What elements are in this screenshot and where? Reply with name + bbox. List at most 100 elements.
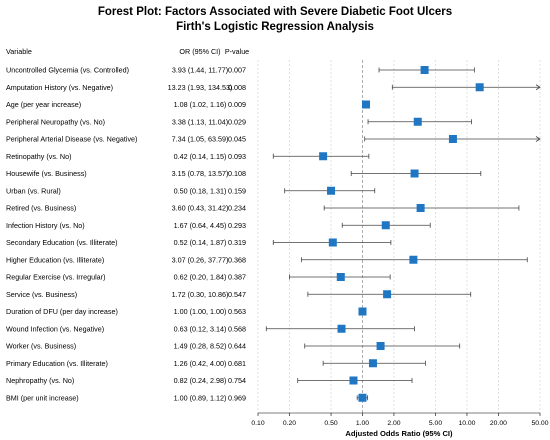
row-p-value: 0.009: [228, 100, 246, 109]
or-marker: [381, 221, 390, 230]
or-marker: [337, 324, 346, 333]
row-variable: Secondary Education (vs. Illiterate): [6, 238, 117, 247]
x-tick-label: 50.00: [531, 420, 548, 427]
or-marker: [448, 135, 457, 143]
row-variable: Retinopathy (vs. No): [6, 152, 72, 161]
row-p-value: 0.644: [228, 342, 246, 351]
table-row: Retired (vs. Business) 3.60 (0.43, 31.42)…: [6, 204, 520, 213]
table-row: BMI (per unit increase) 1.00 (0.89, 1.12)…: [6, 393, 369, 402]
row-or-ci: 7.34 (1.05, 63.59): [172, 135, 229, 144]
or-marker: [358, 393, 367, 402]
table-row: Service (vs. Business) 1.72 (0.30, 10.86)…: [6, 290, 472, 299]
x-tick-label: 5.00: [429, 420, 442, 427]
chart-title: Forest Plot: Factors Associated with Sev…: [98, 6, 452, 18]
header-variable: Variable: [6, 47, 32, 56]
row-p-value: 0.568: [228, 324, 246, 333]
row-variable: Wound Infection (vs. Negative): [6, 324, 104, 333]
row-or-ci: 1.00 (1.00, 1.00): [174, 307, 227, 316]
row-p-value: 0.108: [228, 169, 246, 178]
row-or-ci: 1.08 (1.02, 1.16): [174, 100, 227, 109]
row-p-value: 0.754: [228, 376, 246, 385]
row-p-value: 0.159: [228, 186, 246, 195]
or-marker: [349, 376, 358, 385]
table-row: Age (per year increase) 1.08 (1.02, 1.16)…: [6, 100, 370, 109]
row-variable: Housewife (vs. Business): [6, 169, 87, 178]
row-or-ci: 3.07 (0.26, 37.77): [172, 255, 229, 264]
or-marker: [376, 342, 385, 350]
table-row: Wound Infection (vs. Negative) 0.63 (0.12…: [6, 324, 415, 333]
x-tick-label: 0.10: [251, 420, 264, 427]
row-or-ci: 0.42 (0.14, 1.15): [174, 152, 227, 161]
or-marker: [336, 273, 345, 281]
row-variable: Service (vs. Business): [6, 290, 77, 299]
table-row: Amputation History (vs. Negative) 13.23 (…: [6, 83, 541, 92]
row-p-value: 0.293: [228, 221, 246, 230]
table-row: Nephropathy (vs. No) 0.82 (0.24, 2.98) 0.7…: [6, 376, 413, 385]
row-p-value: 0.234: [228, 204, 246, 213]
row-p-value: 0.563: [228, 307, 246, 316]
or-marker: [413, 117, 422, 126]
table-row: Primary Education (vs. Illiterate) 1.26 (…: [6, 359, 426, 368]
row-variable: Amputation History (vs. Negative): [6, 83, 113, 92]
table-row: Peripheral Arterial Disease (vs. Negativ…: [6, 135, 541, 144]
or-marker: [327, 186, 336, 195]
row-variable: Regular Exercise (vs. Irregular): [6, 273, 105, 282]
or-marker: [416, 204, 425, 212]
chart-subtitle: Firth's Logistic Regression Analysis: [176, 21, 374, 33]
ci-arrow: [535, 84, 541, 91]
row-or-ci: 3.15 (0.78, 13.57): [172, 169, 229, 178]
row-p-value: 0.045: [228, 135, 246, 144]
row-p-value: 0.547: [228, 290, 246, 299]
row-variable: Urban (vs. Rural): [6, 186, 61, 195]
table-row: Infection History (vs. No) 1.67 (0.64, 4.…: [6, 221, 431, 230]
row-or-ci: 1.26 (0.42, 4.00): [174, 359, 227, 368]
row-variable: Peripheral Arterial Disease (vs. Negativ…: [6, 135, 137, 144]
or-marker: [328, 238, 337, 247]
row-variable: Primary Education (vs. Illiterate): [6, 359, 108, 368]
row-or-ci: 1.67 (0.64, 4.45): [174, 221, 227, 230]
row-p-value: 0.029: [228, 117, 246, 126]
gridlines: [257, 60, 541, 413]
x-axis-ticks: 0.10 0.20 0.50 1.00 2.00 5.00 10.00 20.00 50.00: [251, 413, 549, 427]
or-marker: [361, 100, 370, 109]
table-row: Higher Education (vs. Illiterate) 3.07 (0…: [6, 255, 528, 264]
x-tick-label: 2.00: [387, 420, 400, 427]
or-marker: [383, 290, 392, 299]
row-or-ci: 1.72 (0.30, 10.86): [172, 290, 229, 299]
header-p-value: P-value: [225, 47, 249, 56]
row-p-value: 0.969: [228, 393, 246, 402]
table-row: Regular Exercise (vs. Irregular) 0.62 (0.…: [6, 273, 391, 282]
table-row: Uncontrolled Glycemia (vs. Controlled) 3.…: [6, 66, 475, 75]
row-p-value: 0.008: [228, 83, 246, 92]
or-marker: [409, 255, 418, 264]
table-row: Urban (vs. Rural) 0.50 (0.18, 1.31) 0.159: [6, 186, 376, 195]
table-row: Secondary Education (vs. Illiterate) 0.52…: [6, 238, 392, 247]
or-marker: [475, 83, 484, 92]
row-variable: Uncontrolled Glycemia (vs. Controlled): [6, 66, 129, 75]
row-or-ci: 3.38 (1.13, 11.04): [172, 117, 228, 126]
row-or-ci: 1.00 (0.89, 1.12): [174, 393, 227, 402]
rows: Uncontrolled Glycemia (vs. Controlled) 3.…: [6, 66, 541, 402]
row-or-ci: 0.62 (0.20, 1.84): [174, 273, 227, 282]
row-variable: Higher Education (vs. Illiterate): [6, 255, 104, 264]
or-marker: [410, 169, 419, 178]
row-or-ci: 3.93 (1.44, 11.77): [172, 66, 228, 75]
or-marker: [358, 307, 367, 316]
row-variable: Peripheral Neuropathy (vs. No): [6, 117, 105, 126]
row-or-ci: 0.50 (0.18, 1.31): [174, 186, 227, 195]
table-row: Worker (vs. Business) 1.49 (0.28, 8.52) 0.…: [6, 342, 461, 351]
table-row: Retinopathy (vs. No) 0.42 (0.14, 1.15) 0.0…: [6, 152, 370, 161]
x-tick-label: 0.20: [283, 420, 296, 427]
row-or-ci: 0.82 (0.24, 2.98): [174, 376, 227, 385]
row-or-ci: 13.23 (1.93, 134.53): [168, 83, 233, 92]
ci-arrow: [535, 136, 541, 142]
row-p-value: 0.093: [228, 152, 246, 161]
or-marker: [420, 66, 429, 74]
row-or-ci: 3.60 (0.43, 31.42): [172, 204, 229, 213]
x-tick-label: 20.00: [490, 420, 507, 427]
row-p-value: 0.007: [228, 66, 246, 75]
row-variable: BMI (per unit increase): [6, 393, 79, 402]
row-or-ci: 1.49 (0.28, 8.52): [174, 342, 227, 351]
or-marker: [319, 152, 328, 161]
